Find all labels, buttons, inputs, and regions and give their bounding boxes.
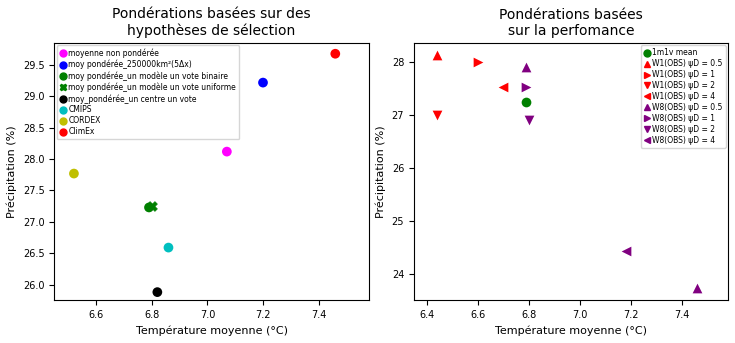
X-axis label: Température moyenne (°C): Température moyenne (°C) xyxy=(135,326,287,336)
Legend: 1m1v mean, W1(OBS) ψD = 0.5, W1(OBS) ψD = 1, W1(OBS) ψD = 2, W1(OBS) ψD = 4, W8(: 1m1v mean, W1(OBS) ψD = 0.5, W1(OBS) ψD … xyxy=(641,45,725,148)
Point xyxy=(520,84,532,90)
Y-axis label: Précipitation (%): Précipitation (%) xyxy=(376,125,386,218)
Point xyxy=(620,248,632,254)
Point xyxy=(523,117,534,123)
Point xyxy=(162,245,174,250)
Title: Pondérations basées sur des
hypothèses de sélection: Pondérations basées sur des hypothèses d… xyxy=(112,7,311,38)
Point xyxy=(329,51,341,57)
Y-axis label: Précipitation (%): Précipitation (%) xyxy=(7,125,18,218)
Point xyxy=(143,205,155,210)
Point xyxy=(151,289,163,295)
Title: Pondérations basées
sur la perfomance: Pondérations basées sur la perfomance xyxy=(499,8,643,38)
Point xyxy=(431,52,442,58)
Point xyxy=(692,285,703,291)
X-axis label: Température moyenne (°C): Température moyenne (°C) xyxy=(495,326,647,336)
Point xyxy=(472,59,484,65)
Point xyxy=(221,149,233,154)
Point xyxy=(68,171,80,176)
Point xyxy=(431,112,442,117)
Point xyxy=(520,64,532,70)
Point xyxy=(146,203,158,209)
Point xyxy=(498,84,509,90)
Point xyxy=(257,80,269,85)
Point xyxy=(520,100,532,105)
Legend: moyenne non pondérée, moy pondérée_250000km²(5Δx), moy pondérée_un modèle un vot: moyenne non pondérée, moy pondérée_25000… xyxy=(57,45,239,139)
